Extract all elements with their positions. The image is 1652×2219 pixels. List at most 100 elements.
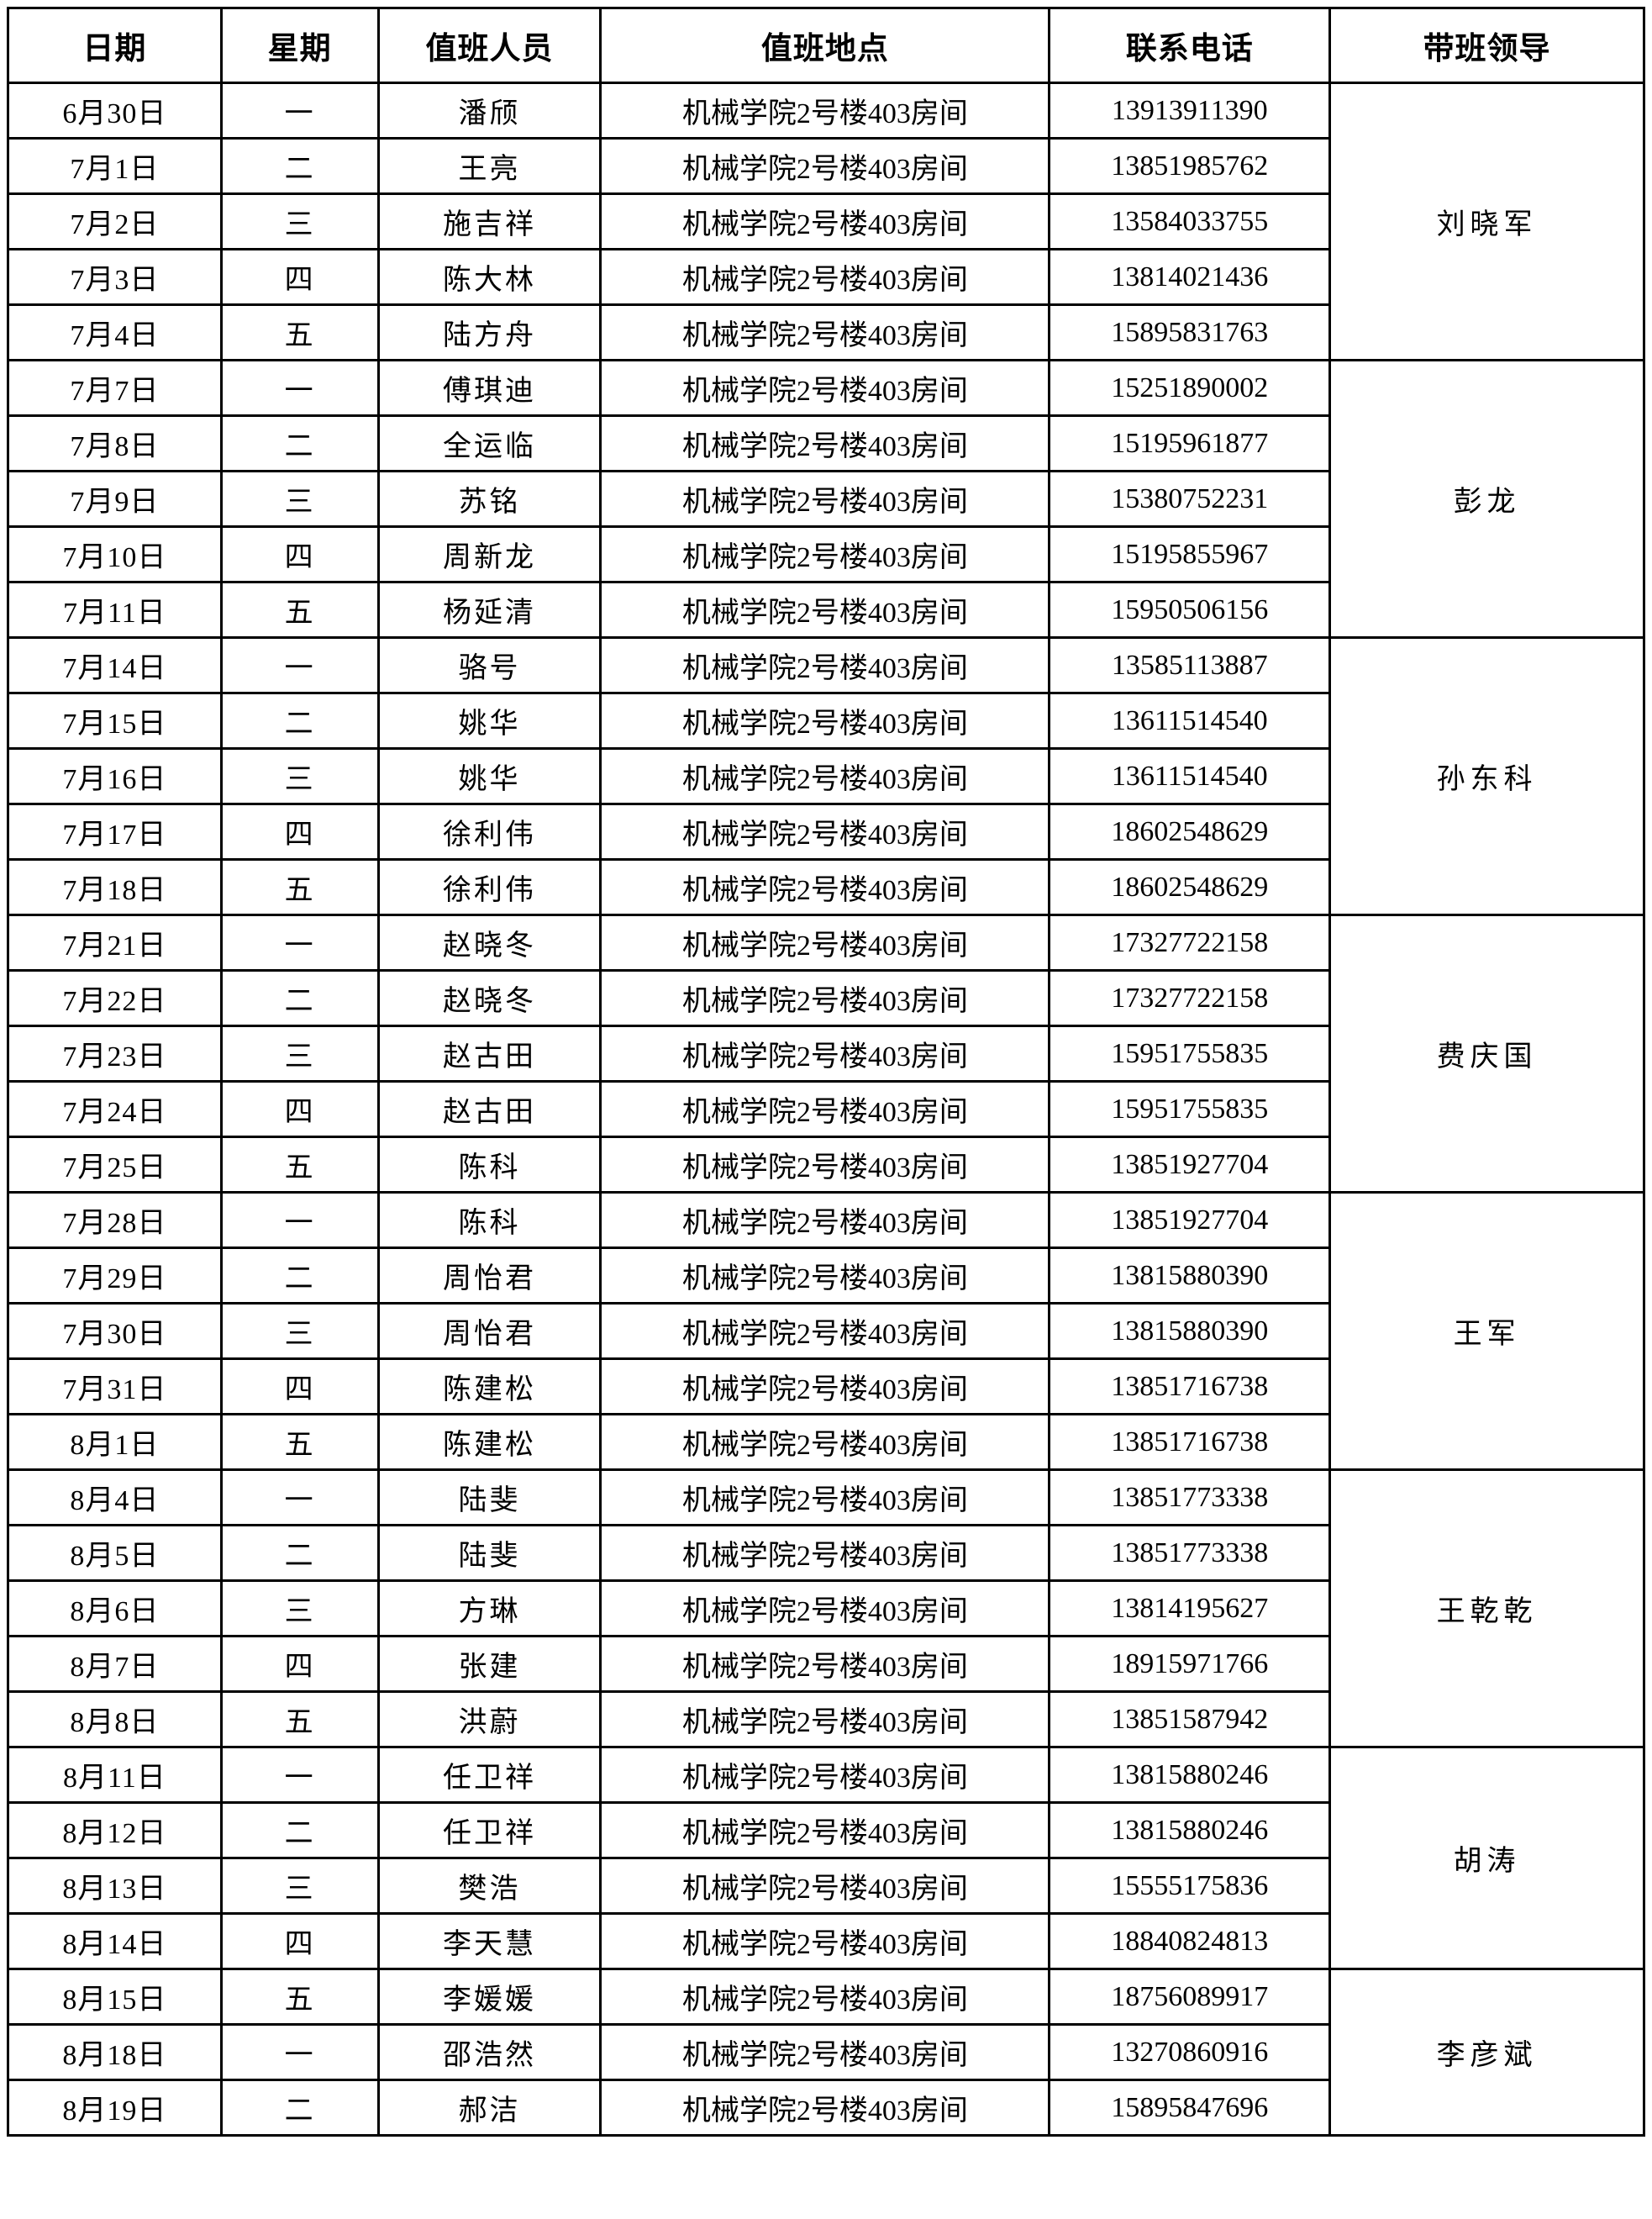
cell-date: 8月18日 — [7, 2023, 223, 2081]
column-header-place: 值班地点 — [599, 7, 1051, 84]
column-header-person: 值班人员 — [376, 7, 602, 84]
cell-person: 赵晓冬 — [376, 914, 602, 972]
cell-place: 机械学院2号楼403房间 — [599, 1690, 1051, 1748]
cell-date: 7月18日 — [7, 858, 223, 916]
cell-phone: 13851773338 — [1048, 1524, 1332, 1582]
cell-person: 徐利伟 — [376, 858, 602, 916]
cell-week: 一 — [219, 1746, 380, 1804]
cell-date: 7月9日 — [7, 470, 223, 528]
cell-phone: 15195855967 — [1048, 525, 1332, 583]
table-row: 7月4日五陆方舟 机械学院2号楼403房间 15895831763 — [7, 303, 1644, 361]
table-row: 7月15日二姚华 机械学院2号楼403房间 13611514540 — [7, 692, 1644, 750]
cell-person: 陈建松 — [376, 1413, 602, 1471]
cell-week: 五 — [219, 1413, 380, 1471]
cell-place: 机械学院2号楼403房间 — [599, 1912, 1051, 1970]
cell-place: 机械学院2号楼403房间 — [599, 1413, 1051, 1471]
cell-place: 机械学院2号楼403房间 — [599, 1968, 1051, 2026]
column-header-week: 星期 — [219, 7, 380, 84]
cell-place: 机械学院2号楼403房间 — [599, 803, 1051, 861]
table-row: 7月10日四周新龙 机械学院2号楼403房间 15195855967 — [7, 525, 1644, 583]
header-row: 日期 星期 值班人员 值班地点 联系电话 带班领导 — [7, 7, 1645, 84]
cell-place: 机械学院2号楼403房间 — [599, 1635, 1051, 1693]
cell-date: 8月19日 — [7, 2079, 223, 2137]
cell-date: 7月7日 — [7, 359, 223, 417]
cell-week: 四 — [219, 525, 380, 583]
cell-place: 机械学院2号楼403房间 — [599, 525, 1051, 583]
cell-week: 二 — [219, 1801, 380, 1859]
cell-person: 姚华 — [376, 747, 602, 805]
cell-person: 李天慧 — [376, 1912, 602, 1970]
cell-date: 7月1日 — [7, 137, 223, 195]
table-row: 7月24日四赵古田 机械学院2号楼403房间 15951755835 — [7, 1080, 1644, 1138]
cell-phone: 13851773338 — [1048, 1468, 1332, 1526]
cell-week: 二 — [219, 1524, 380, 1582]
cell-phone: 13815880246 — [1048, 1746, 1332, 1804]
cell-person: 樊浩 — [376, 1857, 602, 1915]
cell-week: 二 — [219, 414, 380, 472]
cell-date: 6月30日 — [7, 82, 223, 140]
cell-person: 周怡君 — [376, 1247, 602, 1305]
cell-leader: 王乾乾 — [1328, 1468, 1645, 1748]
table-row: 7月29日二周怡君 机械学院2号楼403房间 13815880390 — [7, 1247, 1644, 1305]
cell-person: 张建 — [376, 1635, 602, 1693]
cell-person: 赵晓冬 — [376, 969, 602, 1027]
cell-person: 赵古田 — [376, 1080, 602, 1138]
cell-person: 任卫祥 — [376, 1801, 602, 1859]
cell-place: 机械学院2号楼403房间 — [599, 1468, 1051, 1526]
cell-phone: 15895847696 — [1048, 2079, 1332, 2137]
cell-phone: 18840824813 — [1048, 1912, 1332, 1970]
table-row: 7月9日三苏铭 机械学院2号楼403房间 15380752231 — [7, 470, 1644, 528]
cell-phone: 13585113887 — [1048, 636, 1332, 694]
cell-date: 7月31日 — [7, 1357, 223, 1415]
table-row: 8月11日一任卫祥 机械学院2号楼403房间 13815880246 胡涛 — [7, 1746, 1645, 1970]
table-row: 7月28日一陈科 机械学院2号楼403房间 13851927704 王军 — [7, 1191, 1645, 1471]
column-header-phone: 联系电话 — [1048, 7, 1332, 84]
table-row: 7月31日四陈建松 机械学院2号楼403房间 13851716738 — [7, 1357, 1644, 1415]
column-header-leader: 带班领导 — [1328, 7, 1645, 84]
cell-place: 机械学院2号楼403房间 — [599, 82, 1051, 140]
cell-date: 7月30日 — [7, 1302, 223, 1360]
cell-week: 五 — [219, 581, 380, 639]
table-row: 7月17日四徐利伟 机械学院2号楼403房间 18602548629 — [7, 803, 1644, 861]
cell-phone: 13611514540 — [1048, 692, 1332, 750]
cell-week: 二 — [219, 692, 380, 750]
cell-week: 一 — [219, 1191, 380, 1249]
cell-place: 机械学院2号楼403房间 — [599, 1524, 1051, 1582]
cell-place: 机械学院2号楼403房间 — [599, 747, 1051, 805]
cell-place: 机械学院2号楼403房间 — [599, 192, 1051, 250]
cell-person: 施吉祥 — [376, 192, 602, 250]
table-row: 7月22日二赵晓冬 机械学院2号楼403房间 17327722158 — [7, 969, 1644, 1027]
cell-date: 7月25日 — [7, 1136, 223, 1194]
cell-date: 8月7日 — [7, 1635, 223, 1693]
cell-place: 机械学院2号楼403房间 — [599, 1746, 1051, 1804]
cell-week: 三 — [219, 1579, 380, 1637]
cell-week: 五 — [219, 1136, 380, 1194]
cell-date: 8月5日 — [7, 1524, 223, 1582]
cell-person: 杨延清 — [376, 581, 602, 639]
cell-week: 四 — [219, 248, 380, 306]
cell-person: 傅琪迪 — [376, 359, 602, 417]
cell-person: 洪蔚 — [376, 1690, 602, 1748]
table-row: 8月1日五陈建松 机械学院2号楼403房间 13851716738 — [7, 1413, 1644, 1471]
cell-week: 四 — [219, 1080, 380, 1138]
cell-date: 7月4日 — [7, 303, 223, 361]
table-row: 7月21日一赵晓冬 机械学院2号楼403房间 17327722158 费庆国 — [7, 914, 1645, 1194]
cell-date: 7月10日 — [7, 525, 223, 583]
cell-place: 机械学院2号楼403房间 — [599, 1247, 1051, 1305]
cell-place: 机械学院2号楼403房间 — [599, 248, 1051, 306]
cell-phone: 15951755835 — [1048, 1025, 1332, 1083]
table-row: 8月18日一邵浩然 机械学院2号楼403房间 13270860916 — [7, 2023, 1644, 2081]
cell-person: 郝洁 — [376, 2079, 602, 2137]
cell-date: 7月2日 — [7, 192, 223, 250]
cell-person: 任卫祥 — [376, 1746, 602, 1804]
cell-week: 二 — [219, 2079, 380, 2137]
cell-phone: 18756089917 — [1048, 1968, 1332, 2026]
cell-week: 四 — [219, 1357, 380, 1415]
cell-person: 全运临 — [376, 414, 602, 472]
cell-phone: 18602548629 — [1048, 858, 1332, 916]
cell-date: 8月15日 — [7, 1968, 223, 2026]
cell-week: 一 — [219, 636, 380, 694]
cell-place: 机械学院2号楼403房间 — [599, 303, 1051, 361]
cell-place: 机械学院2号楼403房间 — [599, 1857, 1051, 1915]
cell-place: 机械学院2号楼403房间 — [599, 692, 1051, 750]
